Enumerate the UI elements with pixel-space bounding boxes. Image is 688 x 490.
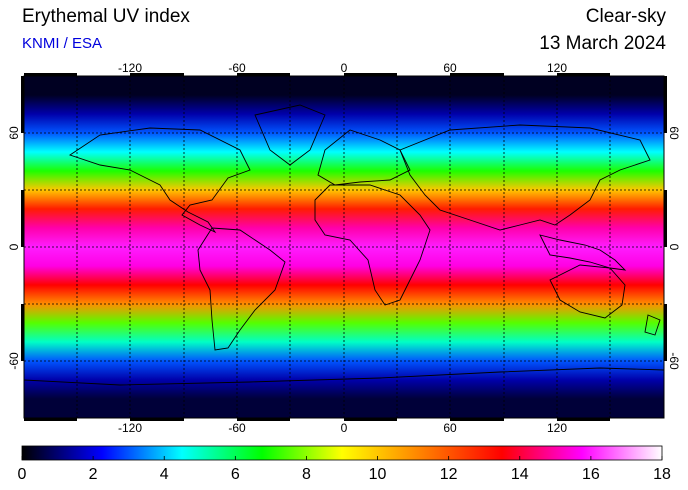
lon-label-top: -120 bbox=[118, 61, 142, 75]
coast-new-zealand bbox=[644, 314, 661, 336]
colorbar bbox=[21, 445, 663, 461]
lon-label-top: -60 bbox=[228, 61, 246, 75]
lon-label-bottom: -120 bbox=[118, 421, 142, 435]
coast-europe bbox=[317, 129, 411, 186]
colorbar-label: 14 bbox=[511, 466, 529, 483]
colorbar-label: 18 bbox=[653, 466, 671, 483]
sky-mode: Clear-sky bbox=[585, 6, 666, 27]
lat-label-left: 60 bbox=[7, 126, 21, 140]
coast-south-america bbox=[197, 227, 286, 351]
lon-label-bottom: -60 bbox=[228, 421, 246, 435]
lon-labels-top: -120 -60 0 60 120 bbox=[118, 61, 567, 75]
coast-greenland bbox=[254, 104, 326, 166]
colorbar-label: 6 bbox=[231, 466, 240, 483]
coast-antarctica bbox=[23, 367, 665, 386]
lon-label-top: 120 bbox=[547, 61, 567, 75]
coast-north-america bbox=[68, 127, 251, 234]
lon-label-top: 0 bbox=[341, 61, 348, 75]
colorbar-label: 0 bbox=[18, 466, 27, 483]
frame-scale-right bbox=[664, 76, 667, 361]
lat-label-left: -60 bbox=[7, 352, 21, 370]
colorbar-label: 8 bbox=[302, 466, 311, 483]
data-source: KNMI / ESA bbox=[22, 35, 103, 52]
colorbar-label: 4 bbox=[160, 466, 169, 483]
lon-label-top: 60 bbox=[443, 61, 457, 75]
coast-australia bbox=[549, 264, 626, 319]
lon-label-bottom: 60 bbox=[443, 421, 457, 435]
lon-label-bottom: 0 bbox=[341, 421, 348, 435]
lat-label-right: -60 bbox=[667, 352, 681, 370]
colorbar-labels: 0 2 4 6 8 10 12 14 16 18 bbox=[18, 466, 671, 483]
colorbar-label: 16 bbox=[582, 466, 600, 483]
map-title: Erythemal UV index bbox=[22, 6, 190, 27]
coast-asia bbox=[399, 124, 651, 231]
frame-scale-bottom bbox=[24, 418, 610, 421]
graticule bbox=[24, 76, 664, 418]
lat-labels-right: 60 0 -60 bbox=[667, 126, 681, 370]
lat-labels-left: 60 0 -60 bbox=[7, 126, 21, 370]
colorbar-ticks bbox=[21, 456, 663, 460]
lat-label-left: 0 bbox=[7, 243, 21, 250]
map-date: 13 March 2024 bbox=[539, 33, 666, 54]
coast-southeast-asia bbox=[539, 234, 627, 271]
colorbar-label: 12 bbox=[440, 466, 458, 483]
lat-label-right: 60 bbox=[667, 126, 681, 140]
lon-label-bottom: 120 bbox=[547, 421, 567, 435]
frame-scale-top bbox=[24, 73, 610, 76]
colorbar-label: 10 bbox=[369, 466, 387, 483]
lon-labels-bottom: -120 -60 0 60 120 bbox=[118, 421, 567, 435]
lat-label-right: 0 bbox=[667, 244, 681, 251]
colorbar-label: 2 bbox=[89, 466, 98, 483]
frame-scale-left bbox=[21, 76, 24, 361]
